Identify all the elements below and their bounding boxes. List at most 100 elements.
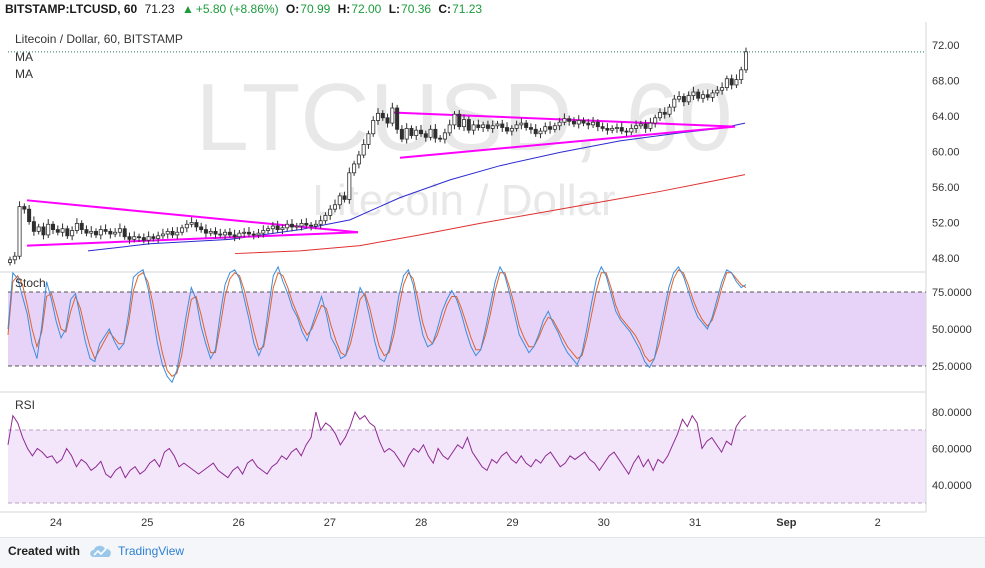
candle-body xyxy=(137,236,142,239)
candle-body xyxy=(543,126,548,132)
candle-body xyxy=(313,223,318,227)
stoch-band xyxy=(8,292,926,366)
stoch-legend[interactable]: Stoch xyxy=(15,276,46,290)
candle-body xyxy=(586,122,591,126)
ma-legend-2[interactable]: MA xyxy=(15,67,33,81)
candle-body xyxy=(375,112,380,121)
candle-body xyxy=(347,172,352,200)
chart-area[interactable]: LTCUSD, 60 Litecoin / Dollar 72.0068.006… xyxy=(0,22,985,537)
ma-fast-line xyxy=(87,122,746,252)
time-tick-label: 29 xyxy=(506,517,518,529)
candle-body xyxy=(194,222,199,228)
change-arrow-icon: ▲ xyxy=(181,2,194,16)
candle-body xyxy=(614,127,619,129)
candle-body xyxy=(294,225,299,228)
candle-body xyxy=(55,229,60,233)
candle-body xyxy=(318,220,323,225)
candle-body xyxy=(117,228,122,233)
candle-body xyxy=(385,117,390,124)
candle-body xyxy=(299,222,304,227)
candle-body xyxy=(132,236,137,240)
open-label: O: xyxy=(285,2,300,16)
candle-body xyxy=(705,94,710,98)
symbol-header: BITSTAMP:LTCUSD, 60 71.23 ▲ +5.80 (+8.86%… xyxy=(0,0,985,22)
price-tick-label: 64.00 xyxy=(932,111,960,123)
candle-body xyxy=(31,221,36,232)
candle-body xyxy=(605,128,610,131)
candle-body xyxy=(399,128,404,140)
candle-body xyxy=(643,123,648,129)
candle-body xyxy=(710,92,715,98)
rsi-legend[interactable]: RSI xyxy=(15,398,36,412)
ma-legend-1[interactable]: MA xyxy=(15,50,33,64)
candle-body xyxy=(361,143,366,156)
candle-body xyxy=(184,223,189,229)
triangle-patterns[interactable] xyxy=(26,111,736,247)
candle-body xyxy=(156,235,161,239)
candle-body xyxy=(715,89,720,94)
time-tick-label: 30 xyxy=(598,517,610,529)
candle-body xyxy=(409,128,414,136)
candle-body xyxy=(552,125,557,130)
chart-legend-title: Litecoin / Dollar, 60, BITSTAMP xyxy=(15,32,183,46)
stoch-tick-label: 25.0000 xyxy=(932,361,972,373)
candle-body xyxy=(309,224,314,227)
candle-body xyxy=(619,127,624,132)
candle-body xyxy=(246,231,251,235)
rsi-line xyxy=(7,410,747,479)
candle-body xyxy=(218,233,223,236)
candle-body xyxy=(65,228,70,237)
symbol-label[interactable]: BITSTAMP:LTCUSD, 60 xyxy=(5,2,138,16)
tradingview-cloud-icon[interactable] xyxy=(88,542,114,560)
candle-body xyxy=(261,230,266,234)
candle-body xyxy=(70,230,75,237)
high-label: H: xyxy=(337,2,351,16)
candle-body xyxy=(395,107,400,130)
candle-body xyxy=(266,228,271,231)
close-label: C: xyxy=(438,2,452,16)
candle-body xyxy=(146,236,151,241)
candle-body xyxy=(12,255,17,261)
candle-body xyxy=(638,123,643,127)
stoch-k-line xyxy=(7,265,747,384)
footer-bar: Created with TradingView xyxy=(0,537,985,568)
candle-body xyxy=(22,206,27,210)
candle-body xyxy=(571,120,576,125)
candle-body xyxy=(289,223,294,228)
candle-body xyxy=(79,222,84,230)
candle-body xyxy=(442,132,447,140)
time-tick-label: 25 xyxy=(141,517,153,529)
candle-body xyxy=(681,96,686,103)
candle-body xyxy=(414,129,419,136)
time-axis[interactable]: 24 25 26 27 28 29 30 31 Sep 2 xyxy=(50,517,881,529)
candle-body xyxy=(720,87,725,91)
tradingview-brand-link[interactable]: TradingView xyxy=(118,544,185,558)
candle-body xyxy=(581,120,586,124)
candle-body xyxy=(519,122,524,126)
candle-body xyxy=(557,121,562,127)
candle-body xyxy=(237,232,242,238)
time-tick-label: 2 xyxy=(875,517,881,529)
candle-body xyxy=(739,69,744,81)
candle-body xyxy=(280,227,285,230)
candle-body xyxy=(17,206,22,257)
stoch-d-line xyxy=(7,269,747,378)
price-axis[interactable]: 72.00 68.00 64.00 60.00 56.00 52.00 48.00 75.00… xyxy=(932,40,972,492)
candle-body xyxy=(600,126,605,129)
candle-body xyxy=(108,230,113,235)
candle-body xyxy=(89,230,94,234)
triangle-2-lower xyxy=(399,125,736,159)
candle-body xyxy=(662,112,667,115)
candle-body xyxy=(657,112,662,119)
candle-body xyxy=(533,128,538,135)
candle-body xyxy=(256,232,261,236)
candle-body xyxy=(141,237,146,241)
candlesticks[interactable] xyxy=(7,47,749,266)
candle-body xyxy=(696,91,701,99)
candle-body xyxy=(175,231,180,236)
candle-body xyxy=(672,98,677,108)
candle-body xyxy=(528,127,533,130)
candle-body xyxy=(471,124,476,131)
time-tick-label: 31 xyxy=(689,517,701,529)
rsi-tick-label: 80.0000 xyxy=(932,407,972,419)
